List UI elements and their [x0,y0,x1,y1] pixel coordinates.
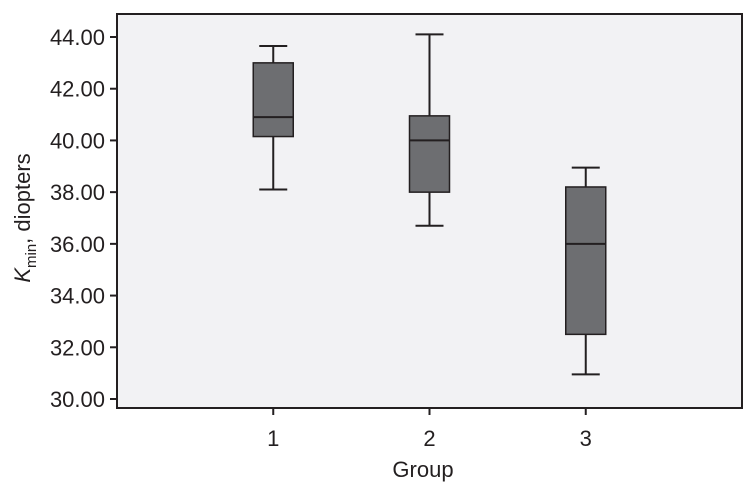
y-tick-label: 42.00 [50,77,105,102]
x-tick-label: 3 [580,426,592,451]
y-tick-label: 30.00 [50,387,105,412]
x-tick-label: 1 [267,426,279,451]
y-axis-label: Kmin, diopters [10,153,40,282]
box-iqr [565,186,607,336]
y-tick-label: 38.00 [50,180,105,205]
y-tick-label: 40.00 [50,128,105,153]
box-iqr [252,62,294,138]
y-tick-label: 32.00 [50,335,105,360]
box-iqr [408,115,451,193]
y-tick-label: 36.00 [50,232,105,257]
y-tick-label: 34.00 [50,284,105,309]
x-axis-label: Group [392,457,453,482]
x-tick-label: 2 [423,426,435,451]
y-tick-label: 44.00 [50,25,105,50]
